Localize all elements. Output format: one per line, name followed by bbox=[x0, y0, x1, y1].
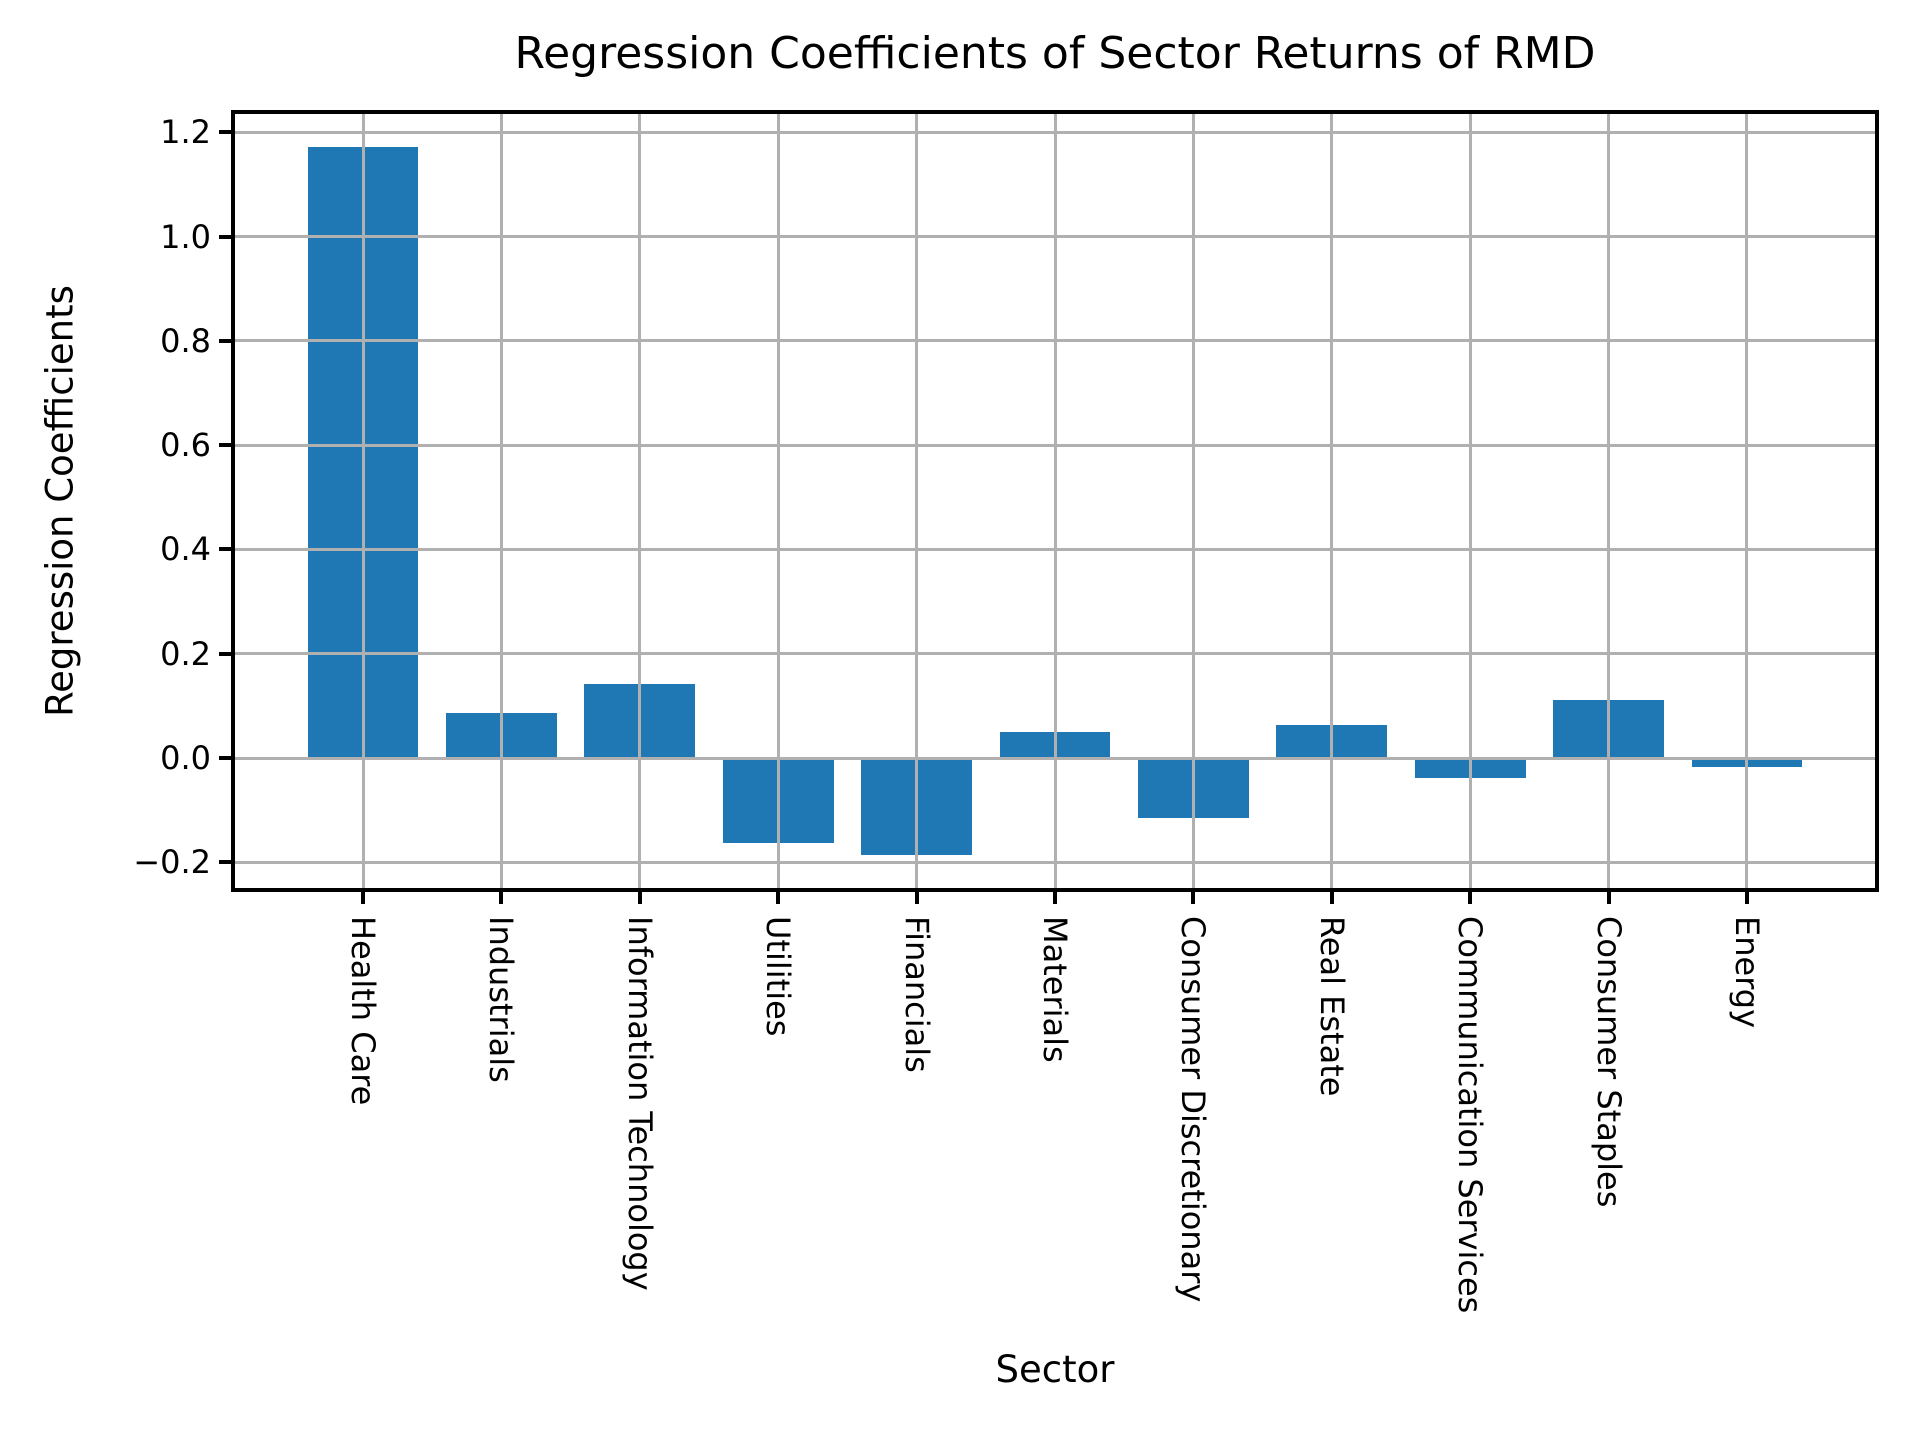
vertical-gridline bbox=[1330, 112, 1334, 890]
x-tick-label-text: Energy bbox=[1727, 916, 1766, 1029]
x-tick-label-text: Information Technology bbox=[620, 916, 659, 1291]
chart-title: Regression Coefficients of Sector Return… bbox=[514, 28, 1596, 79]
horizontal-gridline bbox=[233, 235, 1877, 239]
vertical-gridline bbox=[361, 112, 365, 890]
x-tick-mark bbox=[361, 890, 366, 904]
x-tick-label-text: Financials bbox=[897, 916, 936, 1073]
vertical-gridline bbox=[1468, 112, 1472, 890]
x-tick-label-text: Materials bbox=[1036, 916, 1074, 1063]
y-tick-label: 0.4 bbox=[160, 530, 211, 569]
y-tick-label: −0.2 bbox=[133, 843, 211, 882]
x-tick-label-text: Utilities bbox=[759, 916, 798, 1037]
horizontal-gridline bbox=[233, 860, 1877, 864]
y-tick-mark bbox=[219, 234, 233, 239]
horizontal-gridline bbox=[233, 756, 1877, 760]
x-tick-mark bbox=[1329, 890, 1334, 904]
vertical-gridline bbox=[1607, 112, 1611, 890]
x-tick-label-text: Real Estate bbox=[1312, 916, 1351, 1097]
x-tick-label-text: Health Care bbox=[344, 916, 383, 1106]
x-tick-label-text: Communication Services bbox=[1451, 916, 1490, 1314]
y-tick-label: 1.0 bbox=[160, 217, 211, 256]
y-tick-mark bbox=[219, 756, 233, 761]
y-tick-label: 0.2 bbox=[160, 634, 211, 673]
x-tick-mark bbox=[776, 890, 781, 904]
y-tick-mark bbox=[219, 443, 233, 448]
y-tick-label: 0.8 bbox=[160, 321, 211, 360]
vertical-gridline bbox=[915, 112, 919, 890]
y-tick-mark bbox=[219, 651, 233, 656]
x-tick-mark bbox=[637, 890, 642, 904]
vertical-gridline bbox=[1191, 112, 1195, 890]
x-tick-label-text: Consumer Staples bbox=[1589, 916, 1628, 1208]
y-tick-mark bbox=[219, 338, 233, 343]
y-tick-label: 0.0 bbox=[160, 739, 211, 778]
horizontal-gridline bbox=[233, 652, 1877, 656]
x-tick-mark bbox=[1744, 890, 1749, 904]
x-tick-mark bbox=[1468, 890, 1473, 904]
vertical-gridline bbox=[1745, 112, 1749, 890]
vertical-gridline bbox=[1053, 112, 1057, 890]
y-tick-label: 0.6 bbox=[160, 426, 211, 465]
plot-area bbox=[233, 112, 1877, 890]
y-tick-mark bbox=[219, 130, 233, 135]
horizontal-gridline bbox=[233, 130, 1877, 134]
y-tick-mark bbox=[219, 547, 233, 552]
x-tick-mark bbox=[499, 890, 504, 904]
y-tick-label: 1.2 bbox=[160, 113, 211, 152]
x-tick-mark bbox=[1606, 890, 1611, 904]
x-axis-label: Sector bbox=[995, 1348, 1115, 1391]
x-tick-mark bbox=[1191, 890, 1196, 904]
x-tick-mark bbox=[914, 890, 919, 904]
x-tick-label-text: Industrials bbox=[482, 916, 521, 1083]
x-tick-label-text: Consumer Discretionary bbox=[1174, 916, 1213, 1303]
horizontal-gridline bbox=[233, 547, 1877, 551]
y-tick-mark bbox=[219, 860, 233, 865]
horizontal-gridline bbox=[233, 339, 1877, 343]
vertical-gridline bbox=[499, 112, 503, 890]
horizontal-gridline bbox=[233, 443, 1877, 447]
vertical-gridline bbox=[638, 112, 642, 890]
x-tick-mark bbox=[1053, 890, 1057, 904]
vertical-gridline bbox=[776, 112, 780, 890]
